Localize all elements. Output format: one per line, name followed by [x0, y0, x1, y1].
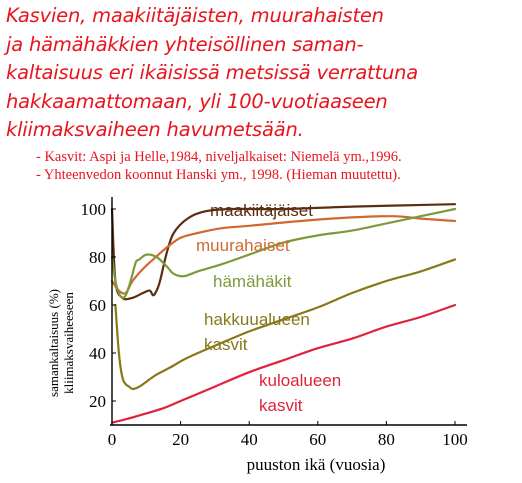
x-tick-label: 100	[442, 430, 468, 449]
series-label-kuloalueen-kasvit: kasvit	[259, 396, 303, 415]
title-line: Kasvien, maakiitäjäisten, muurahaisten	[6, 4, 384, 27]
series-line-h-m-h-kit	[110, 207, 457, 299]
x-tick-label: 0	[108, 430, 117, 449]
y-tick-label: 40	[89, 344, 106, 363]
source-line: - Yhteenvedon koonnut Hanski ym., 1998. …	[36, 167, 401, 183]
title-line: kliimaksvaiheen havumetsään.	[6, 118, 304, 141]
x-tick-label: 40	[241, 430, 258, 449]
y-axis-label-line-1: samankaltaisuus (%)	[46, 289, 61, 397]
series-line-maakiit-j-iset	[110, 203, 457, 301]
source-line: - Kasvit: Aspi ja Helle,1984, niveljalka…	[36, 149, 402, 165]
x-tick-label: 80	[378, 430, 395, 449]
series-line-kuloalueen-kasvit	[110, 303, 457, 424]
source-notes: - Kasvit: Aspi ja Helle,1984, niveljalka…	[36, 148, 402, 184]
series-label-h-m-h-kit: hämähäkit	[213, 272, 292, 291]
chart-title: Kasvien, maakiitäjäisten, muurahaisten j…	[6, 2, 520, 145]
x-tick-label: 20	[172, 430, 189, 449]
series-label-hakkuualueen-kasvit: hakkuualueen	[204, 310, 310, 329]
y-tick-label: 20	[89, 392, 106, 411]
series-labels: maakiitäjäiset muurahaiset hämähäkit hakkuu…	[196, 201, 341, 415]
y-tick-label: 100	[81, 200, 107, 219]
y-axis-label-line-2: kliimaksvaiheeseen	[61, 292, 76, 394]
series-label-kuloalueen-kasvit: kuloalueen	[259, 371, 341, 390]
title-line: ja hämähäkkien yhteisöllinen saman-	[6, 32, 364, 56]
title-line: kaltaisuus eri ikäisissä metsissä verrat…	[6, 61, 419, 84]
x-axis-label: puuston ikä (vuosia)	[247, 455, 386, 474]
series-line-hakkuualueen-kasvit	[114, 258, 457, 391]
series-label-hakkuualueen-kasvit: kasvit	[204, 335, 248, 354]
y-tick-label: 80	[89, 248, 106, 267]
series-label-maakiit-j-iset: maakiitäjäiset	[210, 201, 313, 220]
plot-lines	[110, 203, 457, 424]
title-line: hakkaamattomaan, yli 100-vuotiaaseen	[6, 89, 388, 113]
x-tick-label: 60	[309, 430, 326, 449]
series-label-muurahaiset: muurahaiset	[196, 236, 290, 255]
y-tick-label: 60	[89, 296, 106, 315]
